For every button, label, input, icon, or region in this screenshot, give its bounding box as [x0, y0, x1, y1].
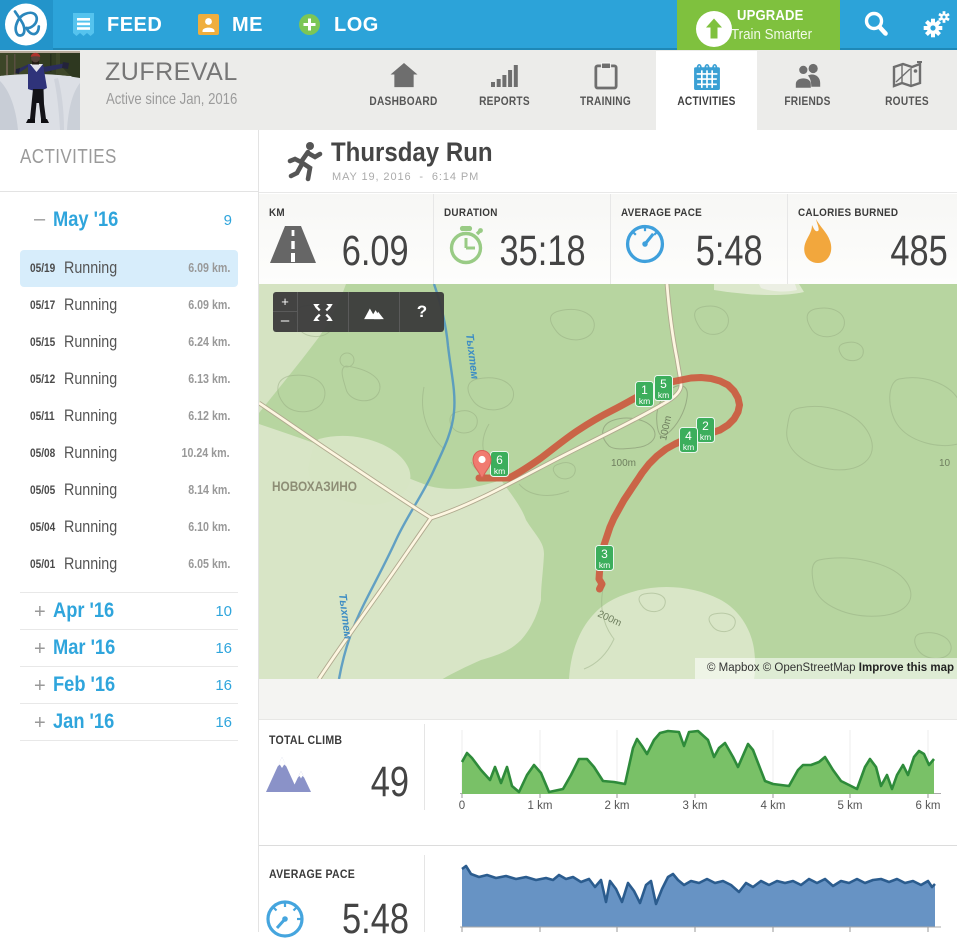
- svg-text:6 km: 6 km: [916, 800, 941, 812]
- svg-text:5 km: 5 km: [838, 800, 863, 812]
- svg-text:4 km: 4 km: [761, 800, 786, 812]
- svg-text:100m: 100m: [658, 415, 674, 442]
- svg-text:3 km: 3 km: [683, 800, 708, 812]
- svg-text:1 km: 1 km: [528, 800, 553, 812]
- svg-text:0: 0: [459, 800, 465, 812]
- svg-text:Тыхтем: Тыхтем: [463, 333, 481, 380]
- svg-text:10: 10: [939, 458, 951, 469]
- svg-text:НОВОХАЗИНО: НОВОХАЗИНО: [272, 479, 357, 494]
- svg-text:Тыхтем: Тыхтем: [336, 593, 354, 640]
- svg-text:100m: 100m: [611, 458, 636, 469]
- svg-text:2 km: 2 km: [605, 800, 630, 812]
